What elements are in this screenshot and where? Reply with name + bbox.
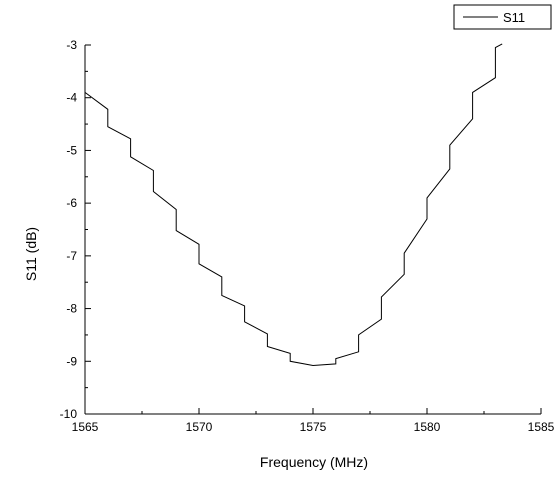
y-tick-label: -8 — [66, 302, 77, 316]
legend-label-s11: S11 — [503, 10, 525, 25]
x-tick-label: 1580 — [414, 420, 441, 434]
y-tick-label: -3 — [66, 38, 77, 52]
x-tick-label: 1570 — [186, 420, 213, 434]
y-tick-label: -6 — [66, 196, 77, 210]
x-axis-title: Frequency (MHz) — [260, 454, 368, 470]
y-tick-label: -5 — [66, 143, 77, 157]
legend: S11 — [453, 4, 552, 30]
x-tick-label: 1565 — [72, 420, 99, 434]
y-tick-label: -7 — [66, 249, 77, 263]
x-tick-label: 1585 — [528, 420, 555, 434]
series-line-s11 — [84, 43, 503, 367]
y-tick-label: -10 — [60, 407, 78, 421]
x-axis-ticks: 1565 1570 1575 1580 1585 — [72, 408, 555, 434]
series-layer — [84, 43, 503, 367]
y-axis-ticks: -10 -9 -8 -7 -6 -5 -4 -3 — [60, 38, 91, 421]
y-axis-title: S11 (dB) — [23, 227, 39, 281]
y-tick-label: -4 — [66, 91, 77, 105]
y-tick-label: -9 — [66, 354, 77, 368]
x-tick-label: 1575 — [300, 420, 327, 434]
